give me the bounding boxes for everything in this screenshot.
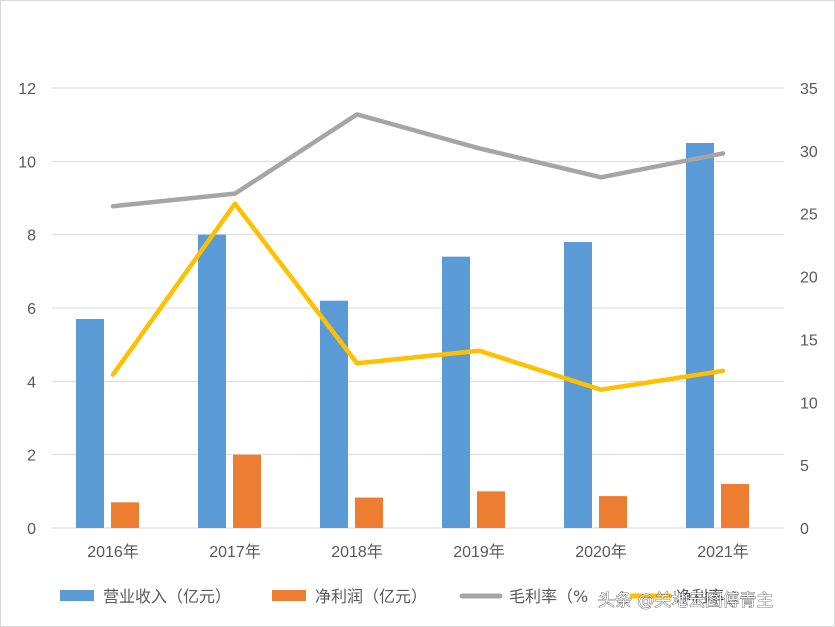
left-tick-label: 8 [27, 228, 36, 245]
x-tick-label: 2020年 [575, 543, 627, 561]
x-tick-label: 2021年 [697, 543, 749, 561]
gridlines [52, 87, 784, 529]
bar [721, 484, 749, 528]
x-tick-label: 2018年 [331, 543, 383, 561]
bar [198, 234, 226, 528]
watermark: 头条 @关地云图傅青主 [598, 591, 773, 611]
bar-series [76, 143, 749, 528]
right-tick-label: 35 [800, 81, 818, 98]
line-series [110, 112, 726, 392]
right-tick-label: 0 [800, 521, 809, 538]
bar [477, 491, 505, 528]
legend-swatch-net-profit [272, 590, 306, 601]
legend: 营业收入（亿元） 净利润（亿元） 毛利率（% 净利率 [60, 587, 724, 606]
x-tick-label: 2016年 [87, 543, 139, 561]
right-tick-label: 15 [800, 332, 818, 349]
x-tick-label: 2019年 [453, 543, 505, 561]
right-tick-label: 5 [800, 458, 809, 475]
left-tick-label: 10 [18, 154, 36, 171]
x-axis-ticks: 2016年 2017年 2018年 2019年 2020年 2021年 [87, 543, 749, 561]
bar [355, 497, 383, 528]
legend-item-revenue: 营业收入（亿元） [60, 587, 231, 606]
bar [76, 319, 104, 528]
right-tick-label: 20 [800, 270, 818, 287]
bar [320, 300, 348, 528]
right-tick-label: 25 [800, 207, 818, 224]
left-axis-ticks: 0 2 4 6 8 10 12 [18, 81, 36, 538]
right-axis-ticks: 0 5 10 15 20 25 30 35 [800, 81, 818, 538]
series-line [110, 201, 726, 392]
series-line [110, 112, 726, 209]
bar [599, 496, 627, 528]
bar [686, 143, 714, 528]
right-tick-label: 10 [800, 395, 818, 412]
left-tick-label: 2 [27, 448, 36, 465]
right-tick-label: 30 [800, 144, 818, 161]
legend-item-net-margin: 净利率 [629, 587, 724, 606]
legend-item-net-profit: 净利润（亿元） [272, 587, 427, 606]
legend-label-net-profit: 净利润（亿元） [315, 587, 427, 606]
legend-label-net-margin: 净利率 [676, 587, 724, 606]
left-tick-label: 6 [27, 301, 36, 318]
bar [442, 256, 470, 528]
x-tick-label: 2017年 [209, 543, 261, 561]
legend-swatch-revenue [60, 590, 94, 601]
left-tick-label: 4 [27, 374, 36, 391]
legend-label-revenue: 营业收入（亿元） [103, 587, 231, 606]
legend-label-gross-margin: 毛利率（% [509, 587, 588, 606]
left-tick-label: 12 [18, 81, 36, 98]
left-tick-label: 0 [27, 521, 36, 538]
bar [111, 502, 139, 528]
bar [233, 454, 261, 528]
legend-item-gross-margin: 毛利率（% [459, 587, 588, 606]
